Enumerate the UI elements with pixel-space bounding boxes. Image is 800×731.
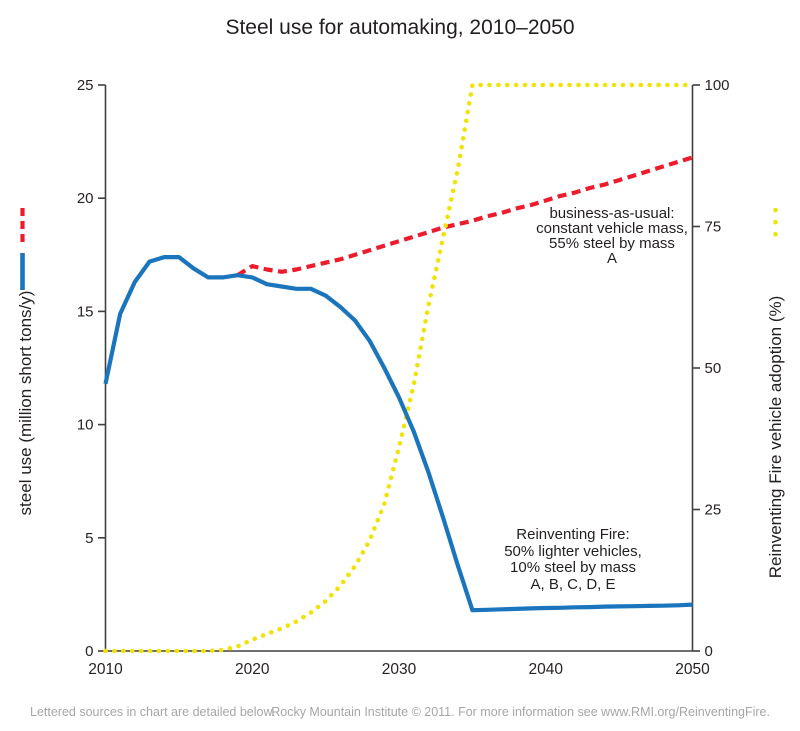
- right-axis-title: Reinventing Fire vehicle adoption (%): [766, 295, 785, 579]
- bau-line: [236, 155, 694, 277]
- x-axis-tick-label: 2020: [235, 661, 270, 678]
- x-axis-tick-label: 2010: [88, 661, 123, 678]
- x-axis-tick-label: 2050: [675, 661, 710, 678]
- right-axis-tick-label: 0: [705, 643, 713, 660]
- left-axis-tick-label: 0: [85, 643, 93, 660]
- left-axis-tick-label: 5: [85, 530, 93, 547]
- footer-credit: Rocky Mountain Institute © 2011. For mor…: [271, 705, 770, 719]
- adoption-line: [103, 82, 695, 654]
- annotation-reinventing-fire: Reinventing Fire: 50% lighter vehicles, …: [504, 526, 642, 593]
- annotation-line: A: [606, 250, 617, 267]
- annotation-line: business-as-usual:: [549, 205, 675, 222]
- annotation-line: 10% steel by mass: [510, 559, 636, 576]
- chart-title: Steel use for automaking, 2010–2050: [225, 16, 575, 39]
- right-axis-tick-label: 75: [705, 219, 722, 236]
- right-axis-tick-label: 100: [705, 77, 730, 94]
- x-axis-tick-label: 2040: [529, 661, 564, 678]
- annotation-line: 55% steel by mass: [549, 235, 675, 252]
- left-axis-tick-label: 20: [77, 190, 94, 207]
- left-axis-tick-label: 25: [77, 77, 94, 94]
- annotation-line: A, B, C, D, E: [530, 575, 616, 593]
- annotation-line: constant vehicle mass,: [536, 220, 688, 237]
- annotation-line: 50% lighter vehicles,: [504, 542, 642, 560]
- annotation-line: Reinventing Fire:: [516, 526, 630, 543]
- steel-use-line: [103, 255, 693, 613]
- footer-sources-note: Lettered sources in chart are detailed b…: [30, 705, 276, 719]
- left-axis-title: steel use (million short tons/y): [16, 290, 35, 516]
- x-axis-tick-label: 2030: [382, 661, 417, 678]
- left-axis-tick-label: 10: [77, 417, 94, 434]
- right-axis-tick-label: 25: [705, 502, 722, 519]
- left-axis-tick-label: 15: [77, 303, 94, 320]
- right-axis-tick-label: 50: [705, 360, 722, 377]
- annotation-business-as-usual: business-as-usual: constant vehicle mass…: [536, 206, 688, 266]
